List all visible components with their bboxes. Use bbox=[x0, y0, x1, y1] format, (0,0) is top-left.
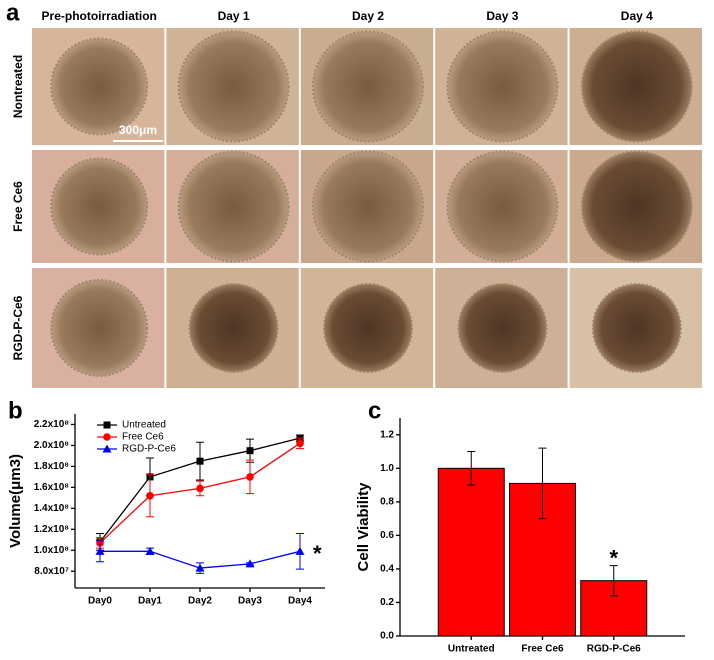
y-tick-label: 1.0 bbox=[380, 463, 394, 474]
y-axis-label: Cell Viability bbox=[355, 482, 372, 572]
y-tick-label: 8.0x10⁷ bbox=[34, 566, 69, 577]
spheroid bbox=[177, 30, 290, 143]
bar bbox=[437, 467, 505, 637]
row-label: RGD-P-Ce6 bbox=[11, 295, 25, 360]
spheroid bbox=[312, 30, 424, 143]
y-tick-label: 1.2x10⁸ bbox=[34, 524, 70, 535]
y-tick-label: 0.2 bbox=[380, 597, 394, 608]
marker bbox=[145, 546, 155, 555]
panel-label: a bbox=[6, 0, 20, 26]
x-tick-label: RGD-P-Ce6 bbox=[587, 644, 641, 655]
marker bbox=[146, 491, 154, 500]
error-bar bbox=[538, 447, 547, 520]
y-tick-label: 2.0x10⁸ bbox=[34, 440, 70, 451]
spheroid bbox=[312, 150, 424, 263]
spheroid bbox=[457, 283, 548, 373]
y-tick-label: 1.2 bbox=[380, 429, 394, 440]
y-tick-label: 1.8x10⁸ bbox=[34, 461, 70, 472]
marker bbox=[103, 433, 111, 441]
annotation: * bbox=[313, 541, 322, 566]
y-tick-label: 0.8 bbox=[380, 496, 394, 507]
y-axis-label: Volume(μm3) bbox=[7, 454, 24, 548]
scale-bar-label: 300μm bbox=[119, 123, 157, 137]
spheroid bbox=[188, 283, 279, 373]
column-header: Day 3 bbox=[486, 9, 518, 23]
legend-label: Untreated bbox=[122, 420, 166, 431]
y-tick-label: 1.0x10⁸ bbox=[34, 545, 70, 556]
x-tick-label: Day1 bbox=[138, 596, 162, 607]
y-tick-label: 0.6 bbox=[380, 530, 394, 541]
spheroid bbox=[580, 150, 693, 263]
x-tick-label: Day0 bbox=[88, 596, 112, 607]
row-label: Free Ce6 bbox=[11, 181, 25, 232]
y-tick-label: 0.0 bbox=[380, 631, 394, 642]
spheroid bbox=[591, 283, 682, 373]
spheroid bbox=[323, 283, 413, 373]
x-tick-label: Untreated bbox=[448, 644, 495, 655]
marker bbox=[195, 563, 205, 572]
spheroid bbox=[177, 150, 290, 263]
x-tick-label: Day2 bbox=[188, 596, 212, 607]
spheroid bbox=[50, 37, 149, 136]
spheroid bbox=[580, 30, 693, 143]
spheroid bbox=[446, 150, 559, 263]
row-label: Nontreated bbox=[11, 55, 25, 118]
marker bbox=[196, 484, 204, 493]
y-tick-label: 0.4 bbox=[380, 564, 394, 575]
column-header: Day 4 bbox=[621, 9, 653, 23]
y-tick-label: 2.2x10⁸ bbox=[34, 419, 70, 430]
column-header: Pre-photoirradiation bbox=[42, 9, 157, 23]
panel-label: c bbox=[368, 397, 381, 424]
legend-label: Free Ce6 bbox=[122, 432, 164, 443]
error-bar bbox=[467, 451, 476, 486]
x-tick-label: Free Ce6 bbox=[521, 644, 564, 655]
marker bbox=[102, 444, 112, 453]
panel-label: b bbox=[8, 397, 23, 424]
column-header: Day 1 bbox=[218, 9, 250, 23]
spheroid bbox=[50, 157, 149, 256]
marker bbox=[103, 421, 111, 429]
error-bar bbox=[609, 565, 618, 597]
marker bbox=[95, 546, 105, 555]
marker bbox=[196, 457, 204, 465]
x-tick-label: Day3 bbox=[238, 596, 262, 607]
y-tick-label: 1.6x10⁸ bbox=[34, 482, 70, 493]
spheroid bbox=[446, 30, 559, 143]
legend-label: RGD-P-Ce6 bbox=[122, 444, 176, 455]
column-header: Day 2 bbox=[352, 9, 384, 23]
x-tick-label: Day4 bbox=[288, 596, 312, 607]
annotation: * bbox=[609, 545, 618, 570]
marker bbox=[246, 447, 254, 455]
marker bbox=[246, 473, 254, 481]
marker bbox=[296, 439, 304, 448]
spheroid bbox=[50, 279, 149, 377]
y-tick-label: 1.4x10⁸ bbox=[34, 503, 70, 514]
marker bbox=[245, 559, 255, 568]
marker bbox=[295, 546, 305, 555]
